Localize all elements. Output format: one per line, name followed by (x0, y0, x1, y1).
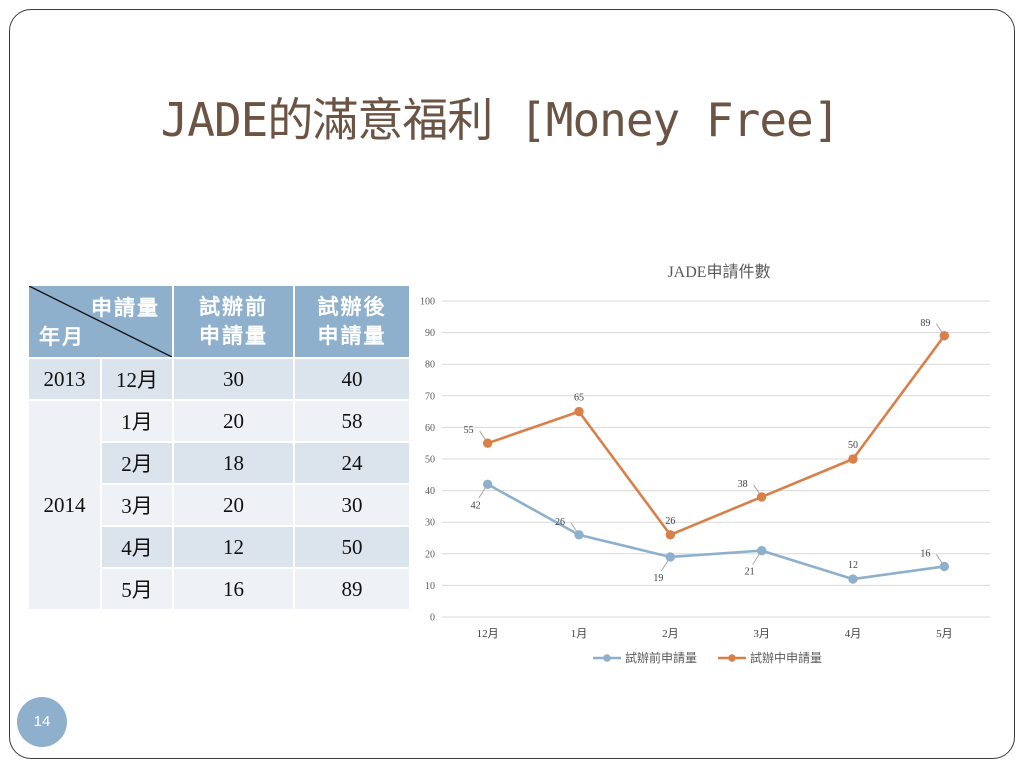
x-tick-label: 2月 (662, 628, 679, 640)
month-cell: 4月 (100, 525, 174, 568)
label-leader (935, 323, 943, 334)
chart-title: JADE申請件數 (667, 263, 770, 281)
slide-title: JADE的滿意福利 [Money Free] (160, 93, 841, 147)
data-label: 19 (653, 573, 663, 584)
data-label: 38 (738, 479, 748, 490)
line-chart: JADE申請件數 0 10 20 30 40 50 60 70 80 90 100 12月 1月 2月 3月 4… (420, 263, 990, 665)
x-tick-label: 3月 (753, 628, 770, 640)
data-point (482, 479, 493, 489)
header-quantity-label: 申請量 (91, 296, 160, 320)
data-point (939, 561, 950, 572)
data-label: 21 (745, 567, 755, 578)
series-line (487, 334, 946, 537)
header-yearmonth-label: 年月 (39, 325, 85, 349)
month-cell: 12月 (100, 357, 174, 400)
table-row: 3月 20 30 (29, 483, 411, 526)
page-number-badge: 14 (17, 697, 67, 747)
series-line (487, 483, 945, 581)
data-point (848, 454, 858, 464)
before-value: 20 (173, 483, 295, 526)
legend-label: 試辦前申請量 (625, 650, 697, 665)
legend-label: 試辦中申請量 (750, 650, 822, 665)
x-tick-label: 4月 (845, 628, 862, 640)
month-cell: 5月 (100, 567, 174, 609)
data-point (756, 492, 767, 502)
data-label: 89 (920, 318, 930, 329)
y-tick-label: 30 (425, 518, 435, 529)
month-cell: 3月 (100, 483, 174, 526)
table-row: 4月 12 50 (29, 525, 411, 568)
data-point (482, 438, 493, 448)
header-after: 試辦後 申請量 (294, 286, 411, 358)
x-tick-label: 1月 (571, 628, 588, 640)
x-tick-label: 5月 (936, 628, 953, 640)
header-before-line1: 試辦前 (199, 294, 268, 319)
label-leader (478, 487, 487, 499)
y-tick-label: 50 (425, 455, 435, 466)
data-label: 16 (920, 548, 930, 559)
before-value: 16 (173, 567, 295, 609)
label-leader (752, 553, 761, 565)
before-value: 30 (173, 357, 295, 400)
label-leader (479, 430, 487, 441)
after-value: 30 (294, 483, 411, 526)
year-cell: 2013 (29, 357, 102, 400)
table-row: 5月 16 89 (29, 567, 411, 609)
data-point (665, 530, 676, 540)
label-leader (570, 522, 578, 533)
label-leader (660, 559, 669, 572)
y-tick-label: 60 (425, 423, 435, 434)
after-value: 50 (294, 525, 411, 568)
header-before-line2: 申請量 (199, 323, 268, 348)
y-tick-label: 70 (425, 391, 435, 402)
data-point (756, 545, 767, 556)
data-label: 50 (848, 440, 858, 451)
data-table: 申請量 年月 試辦前 申請量 試辦後 申請量 2013 12月 30 40 20… (29, 286, 411, 609)
y-tick-label: 40 (425, 486, 435, 497)
header-before: 試辦前 申請量 (173, 286, 295, 358)
header-after-line2: 申請量 (317, 323, 387, 348)
data-label: 55 (464, 425, 474, 436)
after-value: 58 (294, 399, 411, 442)
y-tick-label: 20 (425, 549, 435, 560)
data-label: 42 (471, 500, 481, 511)
diagonal-header-cell: 申請量 年月 (29, 286, 174, 358)
after-value: 24 (294, 441, 411, 484)
table-row: 2014 1月 20 58 (29, 399, 411, 609)
legend-marker (603, 654, 611, 662)
after-value: 89 (294, 567, 411, 609)
y-tick-label: 80 (425, 360, 435, 371)
y-tick-label: 10 (425, 581, 435, 592)
table-row: 2月 18 24 (29, 441, 411, 484)
label-leader (935, 554, 943, 564)
data-label: 26 (555, 517, 565, 528)
label-leader (753, 484, 761, 495)
data-label: 65 (574, 393, 584, 404)
x-tick-label: 12月 (477, 628, 499, 640)
table-row: 2013 12月 30 40 (29, 357, 411, 400)
y-tick-label: 0 (430, 613, 435, 624)
data-label: 12 (848, 560, 858, 571)
data-point (665, 552, 676, 562)
data-point (574, 406, 584, 417)
y-tick-label: 100 (420, 297, 435, 308)
legend-marker (728, 654, 736, 662)
before-value: 18 (173, 441, 295, 484)
header-after-line1: 試辦後 (317, 294, 387, 319)
before-value: 20 (173, 399, 295, 442)
month-cell: 2月 (100, 441, 174, 484)
diagonal-divider (29, 286, 172, 357)
month-cell: 1月 (100, 399, 174, 442)
data-label: 26 (665, 516, 675, 527)
data-point (574, 530, 584, 540)
data-point (848, 574, 858, 584)
year-cell: 2014 (29, 399, 102, 609)
after-value: 40 (294, 357, 411, 400)
y-tick-label: 90 (425, 328, 435, 339)
data-point (939, 331, 950, 341)
before-value: 12 (173, 525, 295, 568)
